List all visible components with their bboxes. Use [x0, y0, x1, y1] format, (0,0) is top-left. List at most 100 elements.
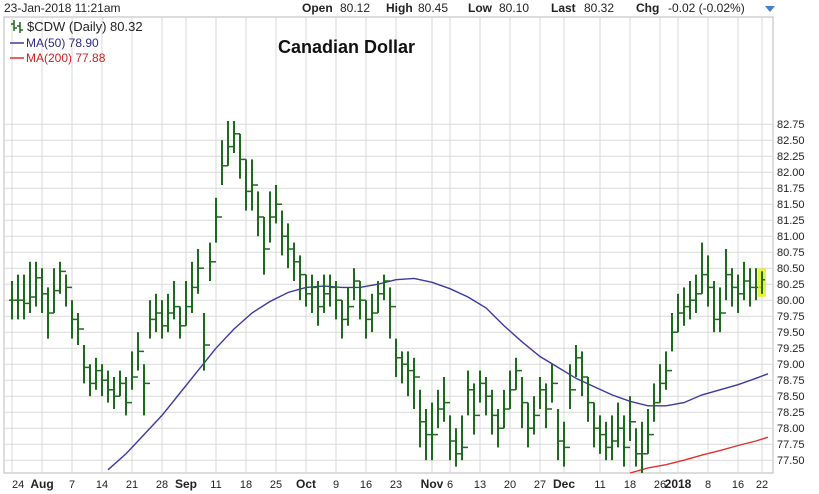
price-bar	[243, 158, 249, 211]
price-bar	[267, 191, 273, 250]
price-bar	[213, 197, 219, 263]
price-bar	[153, 293, 159, 333]
price-bar	[381, 274, 387, 301]
price-bar	[273, 185, 279, 224]
price-bar	[357, 280, 363, 320]
price-bar	[423, 409, 429, 461]
price-bar	[15, 274, 21, 320]
price-bar	[141, 350, 147, 416]
header-last-value: 80.32	[584, 1, 614, 15]
y-tick-label: 81.25	[777, 215, 805, 227]
price-bar	[195, 249, 201, 294]
price-bar	[543, 383, 549, 429]
price-bar	[201, 267, 207, 371]
price-bar	[549, 364, 555, 410]
price-bar	[207, 242, 213, 346]
price-bar	[441, 377, 447, 422]
x-tick-label: 26	[654, 479, 666, 491]
price-bar	[285, 223, 291, 269]
header-timestamp: 23-Jan-2018 11:21am	[4, 1, 121, 15]
x-tick-label: 7	[69, 479, 75, 491]
price-bar	[63, 270, 69, 307]
price-bar	[405, 351, 411, 397]
price-bar	[597, 415, 603, 454]
ma50-line	[107, 277, 769, 471]
y-tick-label: 77.50	[777, 455, 805, 467]
x-tick-label: 28	[156, 479, 168, 491]
price-bar	[567, 364, 573, 449]
y-tick-label: 78.50	[777, 391, 805, 403]
price-bar	[729, 268, 735, 307]
price-bar	[321, 274, 327, 313]
price-bar	[681, 287, 687, 326]
price-bar	[747, 268, 753, 307]
price-bar	[585, 376, 591, 422]
price-bar	[135, 332, 141, 378]
price-bar	[375, 281, 381, 314]
price-bar	[255, 184, 261, 237]
y-tick-label: 79.50	[777, 327, 805, 339]
price-bar	[699, 242, 705, 295]
x-tick-label: 16	[360, 479, 372, 491]
price-bar	[687, 281, 693, 320]
y-tick-label: 78.00	[777, 423, 805, 435]
price-bar	[291, 242, 297, 281]
x-tick-label: 27	[534, 479, 546, 491]
price-bar	[93, 357, 99, 390]
price-bar	[675, 293, 681, 333]
x-tick-label: 18	[240, 479, 252, 491]
price-bar	[171, 281, 177, 320]
price-bar	[615, 402, 621, 448]
price-bar	[363, 299, 369, 339]
price-bar	[483, 377, 489, 416]
x-tick-label: 14	[96, 479, 108, 491]
chevron-down-icon[interactable]	[765, 6, 775, 12]
header-chg-label: Chg	[636, 1, 659, 15]
y-tick-label: 80.25	[777, 279, 805, 291]
price-bar	[351, 268, 357, 308]
header-low-label: Low	[468, 1, 493, 15]
y-tick-label: 81.50	[777, 199, 805, 211]
x-axis: 24 Aug 7 14 21 28 Sep 11 18 25 Oct 9 16 23 Nov 6 13 20 27 D…	[12, 477, 768, 491]
price-bar	[249, 159, 255, 211]
price-bar	[159, 300, 165, 339]
price-bar	[111, 377, 117, 409]
price-bar	[477, 370, 483, 417]
price-bar	[117, 370, 123, 397]
price-bar	[327, 274, 333, 307]
y-tick-label: 82.75	[777, 119, 805, 131]
price-bar	[645, 409, 651, 455]
price-bar	[9, 281, 15, 320]
header-high-label: High	[386, 1, 413, 15]
x-tick-label: 13	[474, 479, 486, 491]
price-bar	[231, 121, 237, 153]
price-bar	[471, 383, 477, 435]
y-tick-label: 81.75	[777, 183, 805, 195]
price-bar	[309, 274, 315, 313]
x-tick-label: 9	[333, 479, 339, 491]
price-bar	[669, 313, 675, 372]
price-bar	[333, 281, 339, 320]
x-tick-label: 8	[705, 479, 711, 491]
x-tick-label: Oct	[296, 477, 316, 491]
x-tick-label: Dec	[553, 477, 575, 491]
x-tick-label: 11	[594, 479, 605, 491]
price-bar	[99, 364, 105, 397]
y-tick-label: 82.50	[777, 135, 805, 147]
price-bar	[87, 364, 93, 397]
price-bar	[525, 401, 531, 448]
price-bar	[51, 268, 57, 314]
price-bar	[561, 421, 567, 467]
price-bar	[537, 377, 543, 417]
price-bar	[279, 203, 285, 256]
x-tick-label: Nov	[421, 477, 444, 491]
x-tick-label: 20	[504, 479, 516, 491]
price-bar	[507, 370, 513, 410]
y-tick-label: 78.25	[777, 407, 805, 419]
price-bar	[393, 305, 399, 377]
price-bar	[399, 351, 405, 384]
x-tick-label: 24	[12, 479, 24, 491]
y-tick-label: 80.75	[777, 247, 805, 259]
price-bar	[105, 370, 111, 403]
